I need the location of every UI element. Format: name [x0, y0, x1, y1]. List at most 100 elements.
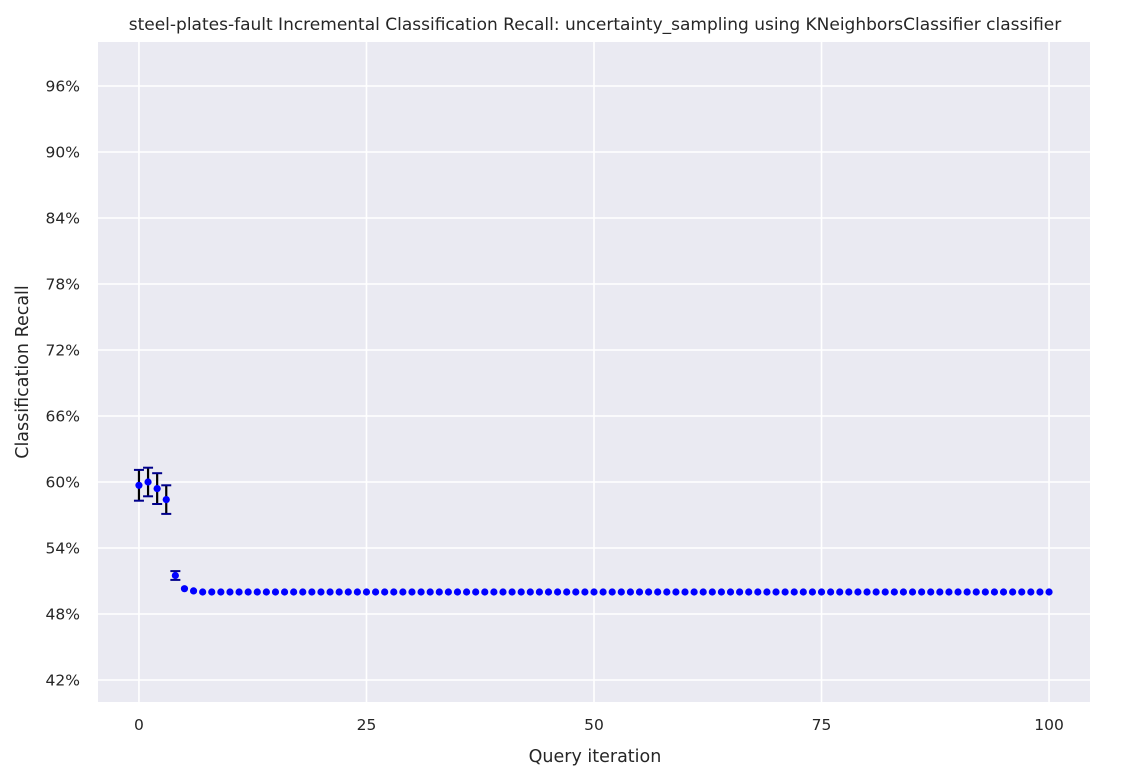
data-point [1009, 588, 1017, 596]
data-point [308, 588, 316, 596]
y-tick-label: 48% [46, 606, 80, 624]
x-axis-label: Query iteration [529, 747, 662, 767]
data-point [390, 588, 398, 596]
data-point [754, 588, 762, 596]
data-point [908, 588, 917, 596]
x-tick-label: 100 [1034, 716, 1064, 734]
data-point [1045, 588, 1053, 596]
data-point [772, 588, 780, 596]
y-tick-label: 42% [46, 672, 80, 690]
data-point [472, 588, 480, 596]
data-point [199, 588, 207, 596]
data-point [872, 588, 880, 596]
data-point [617, 588, 625, 596]
data-point [399, 588, 407, 596]
data-point [954, 588, 962, 596]
data-point [417, 588, 425, 596]
data-point [981, 588, 989, 596]
data-point [135, 481, 143, 489]
data-point [344, 588, 352, 596]
x-tick-label: 0 [134, 716, 144, 734]
data-point [217, 588, 225, 596]
data-point [972, 588, 980, 596]
data-point [153, 485, 161, 493]
data-point [526, 588, 534, 596]
data-point [353, 588, 361, 596]
data-point [936, 588, 944, 596]
data-point [717, 588, 726, 596]
data-point [799, 588, 807, 596]
data-points [135, 478, 1053, 596]
data-point [927, 588, 935, 596]
y-tick-label: 72% [46, 342, 80, 360]
data-point [681, 588, 689, 596]
data-point [845, 588, 853, 596]
data-point [362, 588, 371, 596]
data-point [1027, 588, 1035, 596]
data-point [453, 588, 462, 596]
data-point [1036, 588, 1044, 596]
data-point [945, 588, 953, 596]
data-point [990, 588, 999, 596]
data-point [563, 588, 571, 596]
data-point [918, 588, 926, 596]
y-tick-label: 54% [46, 540, 80, 558]
data-point [890, 588, 898, 596]
data-point [672, 588, 680, 596]
data-point [462, 588, 471, 596]
data-point [280, 588, 289, 596]
y-tick-label: 96% [46, 78, 80, 96]
data-point [663, 588, 671, 596]
y-tick-labels: 42% 48% 54% 60% 66% 72% 78% 84% 90% 96% [46, 78, 80, 690]
data-point [262, 588, 270, 596]
y-tick-label: 84% [46, 210, 80, 228]
data-point [781, 588, 789, 596]
data-point [999, 588, 1008, 596]
data-point [144, 478, 152, 486]
data-point [963, 588, 971, 596]
y-axis-label: Classification Recall [13, 285, 33, 459]
data-point [508, 588, 516, 596]
data-point [317, 588, 325, 596]
data-point [235, 588, 243, 596]
y-tick-label: 78% [46, 276, 80, 294]
data-point [899, 588, 908, 596]
data-point [517, 588, 525, 596]
data-point [271, 588, 280, 596]
data-point [499, 588, 507, 596]
y-tick-label: 90% [46, 144, 80, 162]
data-point [381, 588, 389, 596]
data-point [790, 588, 798, 596]
data-point [481, 588, 489, 596]
data-point [608, 588, 616, 596]
data-point [208, 588, 216, 596]
y-tick-label: 66% [46, 408, 80, 426]
data-point [863, 588, 871, 596]
data-point [180, 585, 189, 593]
data-point [708, 588, 716, 596]
data-point [808, 588, 817, 596]
data-point [299, 588, 307, 596]
data-point [226, 588, 234, 596]
data-point [244, 588, 252, 596]
data-point [827, 588, 835, 596]
x-tick-label: 75 [812, 716, 832, 734]
data-point [335, 588, 343, 596]
data-point [836, 588, 844, 596]
y-tick-label: 60% [46, 474, 80, 492]
chart-title: steel-plates-fault Incremental Classific… [129, 15, 1062, 35]
x-tick-label: 50 [584, 716, 604, 734]
data-point [763, 588, 771, 596]
data-point [371, 588, 380, 596]
data-point [645, 588, 653, 596]
data-point [635, 588, 644, 596]
grid-lines [98, 42, 1090, 702]
data-point [881, 588, 889, 596]
data-point [435, 588, 443, 596]
data-point [1018, 588, 1026, 596]
data-point [408, 588, 416, 596]
x-tick-label: 25 [357, 716, 377, 734]
data-point [290, 588, 298, 596]
data-point [626, 588, 635, 596]
